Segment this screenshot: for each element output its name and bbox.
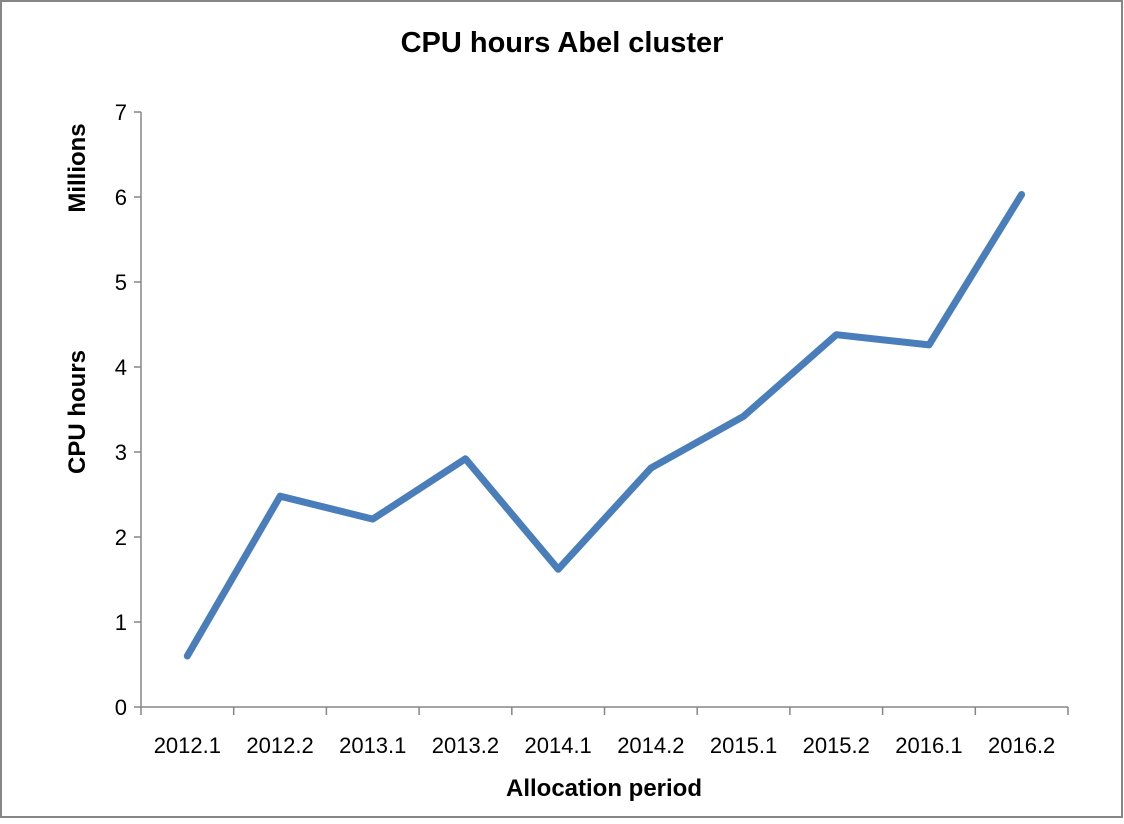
x-tick-label: 2012.2 — [246, 733, 313, 758]
data-point — [1021, 193, 1023, 195]
chart-title: CPU hours Abel cluster — [401, 27, 724, 59]
data-point — [372, 518, 374, 520]
y-tick-label: 0 — [115, 695, 127, 720]
y-tick-label: 1 — [115, 610, 127, 635]
x-tick-label: 2013.1 — [339, 733, 406, 758]
data-point — [835, 334, 837, 336]
y-axis-title: CPU hours — [64, 350, 91, 474]
data-point — [928, 344, 930, 346]
y-tick-label: 2 — [115, 525, 127, 550]
y-tick-label: 6 — [115, 185, 127, 210]
data-point — [743, 415, 745, 417]
y-tick-label: 5 — [115, 270, 127, 295]
tick-labels: 0 1 2 3 4 5 6 7 2012.1 2012.2 2013.1 2013.2 2014.1 20… — [115, 100, 1056, 758]
series-line — [183, 191, 1026, 660]
y-tick-label: 7 — [115, 100, 127, 125]
axes — [134, 111, 1069, 715]
x-tick-label: 2016.2 — [988, 733, 1055, 758]
x-axis-title: Allocation period — [506, 775, 702, 802]
y-axis-unit-label: Millions — [64, 123, 91, 212]
x-tick-label: 2013.2 — [432, 733, 499, 758]
x-tick-label: 2016.1 — [895, 733, 962, 758]
y-tick-label: 3 — [115, 440, 127, 465]
data-point — [464, 458, 466, 460]
x-tick-label: 2015.1 — [710, 733, 777, 758]
y-tick-label: 4 — [115, 355, 127, 380]
x-tick-label: 2012.1 — [154, 733, 221, 758]
data-point — [279, 495, 281, 497]
data-point — [557, 568, 559, 570]
data-point — [650, 467, 652, 469]
data-point — [186, 655, 188, 657]
x-tick-label: 2015.2 — [803, 733, 870, 758]
x-tick-label: 2014.2 — [617, 733, 684, 758]
x-tick-label: 2014.1 — [525, 733, 592, 758]
series-layer — [183, 191, 1026, 660]
